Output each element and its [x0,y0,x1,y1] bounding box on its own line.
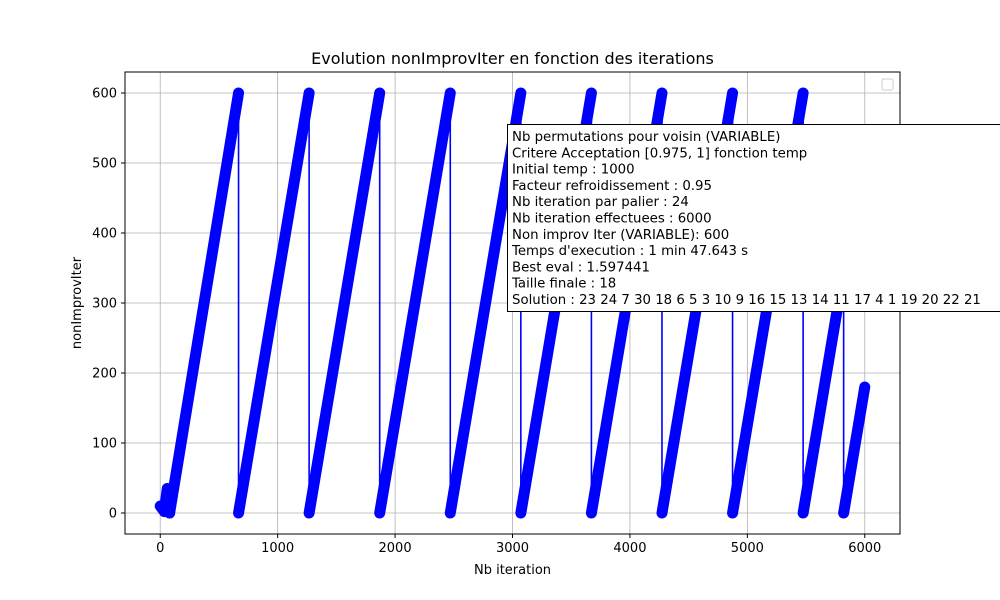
annotation-line: Initial temp : 1000 [512,163,635,178]
series-ramp [374,87,456,519]
annotation-line: Best eval : 1.597441 [512,260,650,275]
annotation-line: Nb iteration effectuees : 6000 [512,212,712,227]
x-tick-label: 3000 [496,541,529,556]
annotation-line: Nb iteration par palier : 24 [512,195,689,210]
x-tick-label: 5000 [731,541,764,556]
x-tick-label: 1000 [261,541,294,556]
x-tick-label: 2000 [379,541,412,556]
series-ramp [164,87,245,519]
annotation-line: Taille finale : 18 [511,277,616,292]
annotation-line: Nb permutations pour voisin (VARIABLE) [512,130,780,145]
series-ramp [838,381,871,519]
tick-layer: 0 1000 2000 3000 4000 5000 6000 0 100 200 300 400 50… [92,87,881,557]
y-tick-label: 400 [92,227,117,242]
annotation-line: Facteur refroidissement : 0.95 [512,179,712,194]
y-tick-label: 300 [92,297,117,312]
series-ramp [233,87,315,519]
x-tick-label: 6000 [848,541,881,556]
annotation-frame [507,124,1000,312]
y-tick-label: 500 [92,157,117,172]
y-tick-label: 600 [92,87,117,102]
annotation-line: Solution : 23 24 7 30 18 6 5 3 10 9 16 1… [512,293,981,308]
series-ramp [303,87,386,519]
annotation-line: Non improv Iter (VARIABLE): 600 [512,228,729,243]
y-axis-label: nonImprovIter [70,256,85,349]
y-tick-label: 0 [109,507,117,522]
y-tick-label: 200 [92,367,117,382]
y-tick-label: 100 [92,437,117,452]
x-axis-label: Nb iteration [474,563,551,578]
annotation-box: Nb permutations pour voisin (VARIABLE)Cr… [507,124,1000,312]
annotation-line: Critere Acceptation [0.975, 1] fonction … [512,146,807,161]
x-tick-label: 4000 [613,541,646,556]
legend-box [881,78,894,91]
x-tick-label: 0 [156,541,164,556]
annotation-line: Temps d'execution : 1 min 47.643 s [511,244,748,259]
chart-title: Evolution nonImprovIter en fonction des … [311,49,714,68]
